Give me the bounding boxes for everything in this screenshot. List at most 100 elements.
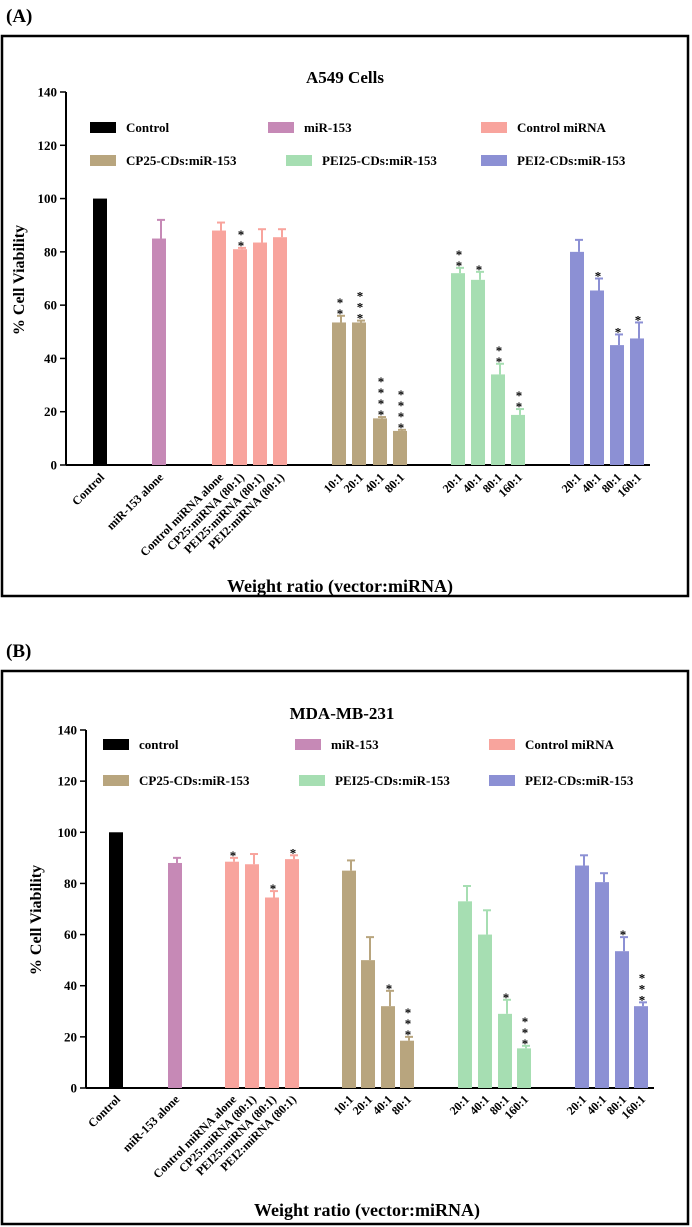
significance-star: * (378, 374, 385, 389)
significance-star: * (620, 927, 627, 942)
significance-star: * (496, 343, 503, 358)
panel-a-label: (A) (6, 6, 32, 27)
legend-label: control (139, 737, 179, 752)
bar (634, 1006, 648, 1088)
bar (212, 230, 226, 465)
significance-star: * (522, 1025, 529, 1040)
significance-star: * (405, 1027, 412, 1042)
category-label: Control (69, 470, 107, 508)
significance-star: * (496, 354, 503, 369)
legend-label: PEI2-CDs:miR-153 (525, 773, 634, 788)
significance-star: * (238, 227, 245, 242)
legend-swatch (489, 775, 515, 786)
y-tick-label: 120 (38, 138, 58, 153)
significance-star: * (357, 289, 364, 304)
legend-swatch (268, 122, 294, 133)
y-tick-label: 0 (51, 458, 58, 473)
y-tick-label: 40 (44, 351, 57, 366)
panel-b-label: (B) (6, 641, 31, 662)
significance-star: * (456, 258, 463, 273)
significance-star: * (476, 262, 483, 277)
legend-swatch (103, 739, 129, 750)
category-label: 20:1 (341, 470, 366, 495)
category-label: 160:1 (614, 470, 644, 500)
bar (109, 832, 123, 1088)
legend-swatch (481, 122, 507, 133)
panel-b-frame (0, 669, 690, 1226)
bar (332, 322, 346, 465)
y-tick-label: 0 (71, 1081, 78, 1096)
significance-star: * (595, 269, 602, 284)
category-label: 160:1 (495, 470, 525, 500)
significance-star: * (503, 990, 510, 1005)
significance-star: * (405, 1005, 412, 1020)
bar (471, 279, 485, 465)
category-label: 80:1 (382, 470, 407, 495)
bar (361, 960, 375, 1088)
legend-swatch (489, 739, 515, 750)
significance-star: * (238, 238, 245, 253)
chart-b-y-axis-label: % Cell Viability (28, 865, 45, 975)
bar (478, 934, 492, 1088)
legend-label: Control miRNA (525, 737, 615, 752)
significance-star: * (378, 407, 385, 422)
bar (233, 249, 247, 465)
bar (458, 901, 472, 1088)
bar (511, 414, 525, 465)
legend-label: PEI25-CDs:miR-153 (322, 153, 437, 168)
bar (342, 870, 356, 1088)
bar (152, 238, 166, 465)
legend-label: CP25-CDs:miR-153 (126, 153, 237, 168)
bar (93, 198, 107, 466)
category-label: Control (85, 1092, 123, 1130)
y-tick-label: 80 (44, 244, 57, 259)
legend-label: Control (126, 120, 169, 135)
significance-star: * (516, 399, 523, 414)
bar (590, 290, 604, 465)
chart-a-x-axis-label: Weight ratio (vector:miRNA) (227, 576, 453, 597)
bar (595, 882, 609, 1088)
significance-star: * (516, 388, 523, 403)
y-tick-label: 40 (64, 978, 77, 993)
y-tick-label: 20 (44, 404, 57, 419)
significance-star: * (337, 295, 344, 310)
bar (498, 1013, 512, 1088)
bar (381, 1006, 395, 1088)
bar (225, 861, 239, 1088)
legend-label: miR-153 (304, 120, 352, 135)
bar (273, 237, 287, 465)
bar (400, 1040, 414, 1088)
bar (451, 273, 465, 465)
chart-a-plot: 0 20 40 60 80 100 120 140 Control miR-153 Control … (38, 85, 650, 559)
chart-b-x-axis-label: Weight ratio (vector:miRNA) (254, 1200, 480, 1221)
bar (393, 430, 407, 465)
significance-star: * (290, 845, 297, 860)
bar (253, 242, 267, 465)
chart-a-y-axis-label: % Cell Viability (11, 225, 28, 335)
significance-star: * (398, 420, 405, 435)
significance-star: * (639, 992, 646, 1007)
category-label: miR-153 alone (104, 470, 167, 533)
legend-swatch (295, 739, 321, 750)
significance-star: * (456, 247, 463, 262)
significance-star: * (386, 981, 393, 996)
y-tick-label: 140 (58, 723, 78, 738)
bar (373, 418, 387, 465)
legend-label: CP25-CDs:miR-153 (139, 773, 250, 788)
panel-a-frame (0, 34, 690, 598)
significance-star: * (635, 312, 642, 327)
bar (285, 859, 299, 1088)
y-tick-label: 140 (38, 85, 58, 100)
significance-star: * (378, 385, 385, 400)
bar (352, 322, 366, 465)
legend-swatch (103, 775, 129, 786)
category-label: miR-153 alone (120, 1092, 183, 1155)
bar (615, 951, 629, 1088)
significance-star: * (615, 324, 622, 339)
significance-star: * (270, 881, 277, 896)
legend-swatch (286, 155, 312, 166)
legend-label: PEI25-CDs:miR-153 (335, 773, 450, 788)
legend-label: miR-153 (331, 737, 379, 752)
significance-star: * (378, 396, 385, 411)
y-tick-label: 80 (64, 876, 77, 891)
